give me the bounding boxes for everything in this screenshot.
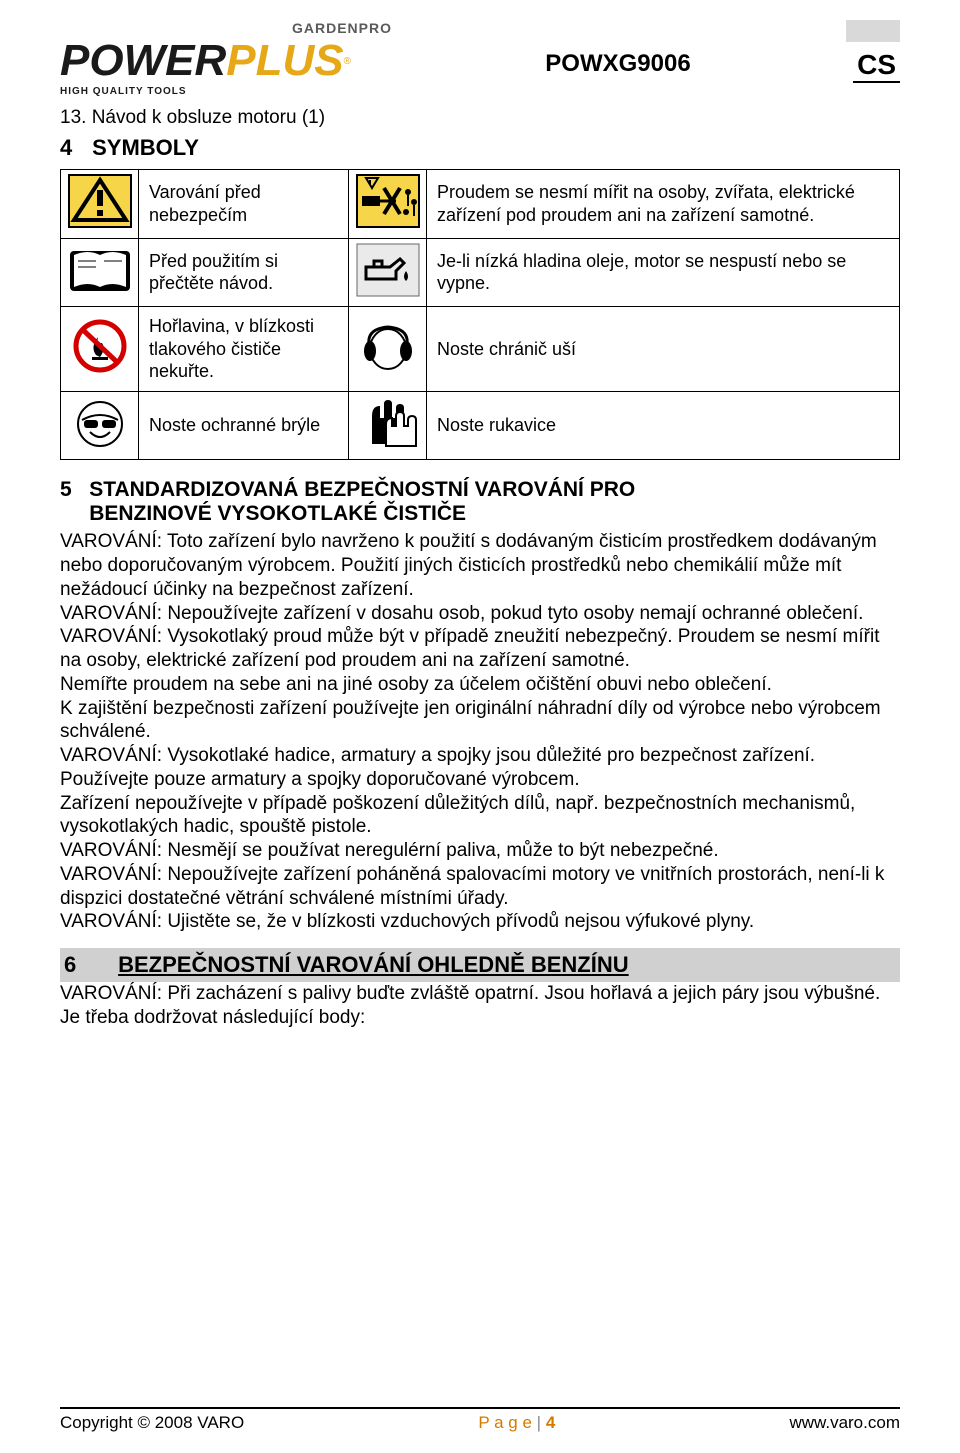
brand-word-plus: PLUS bbox=[226, 36, 343, 86]
section-6-number: 6 bbox=[64, 952, 104, 978]
symbol-text-left: Varování před nebezpečím bbox=[139, 170, 349, 239]
symbol-text-left: Noste ochranné brýle bbox=[139, 391, 349, 460]
brand-word-power: POWER bbox=[60, 36, 226, 86]
footer-page-number: 4 bbox=[546, 1413, 555, 1432]
symbols-row: Hořlavina, v blízkosti tlakového čističe… bbox=[61, 307, 900, 392]
icon-cell bbox=[349, 170, 427, 239]
warning-paragraph: VAROVÁNÍ: Toto zařízení bylo navrženo k … bbox=[60, 530, 900, 601]
warning-triangle-icon bbox=[68, 174, 132, 228]
footer-copyright: Copyright © 2008 VARO bbox=[60, 1413, 244, 1433]
symbols-row: Varování před nebezpečím Proudem se nesm… bbox=[61, 170, 900, 239]
icon-cell bbox=[61, 238, 139, 307]
language-badge-bg bbox=[846, 20, 900, 42]
section-4-number: 4 bbox=[60, 135, 86, 161]
footer-separator: | bbox=[537, 1413, 546, 1432]
page: GARDENPRO POWERPLUS® HIGH QUALITY TOOLS … bbox=[0, 0, 960, 1453]
warning-paragraph: VAROVÁNÍ: Vysokotlaké hadice, armatury a… bbox=[60, 744, 900, 792]
symbol-text-left: Před použitím si přečtěte návod. bbox=[139, 238, 349, 307]
brand-registered-icon: ® bbox=[344, 56, 351, 67]
ear-protection-icon bbox=[356, 319, 420, 373]
section-5-title-line2: BENZINOVÉ VYSOKOTLAKÉ ČISTIČE bbox=[89, 502, 466, 525]
icon-cell bbox=[349, 238, 427, 307]
language-code: CS bbox=[853, 49, 900, 83]
symbol-text-right: Je-li nízká hladina oleje, motor se nesp… bbox=[427, 238, 900, 307]
warning-paragraph: VAROVÁNÍ: Ujistěte se, že v blízkosti vz… bbox=[60, 910, 900, 934]
section-5-body: VAROVÁNÍ: Toto zařízení bylo navrženo k … bbox=[60, 530, 900, 934]
icon-cell bbox=[61, 170, 139, 239]
language-block: CS bbox=[836, 20, 900, 83]
toc-item-13: 13. Návod k obsluze motoru (1) bbox=[60, 107, 900, 129]
page-footer: Copyright © 2008 VARO P a g e | 4 www.va… bbox=[60, 1407, 900, 1433]
oil-can-icon bbox=[356, 243, 420, 297]
section-6-body: VAROVÁNÍ: Při zacházení s palivy buďte z… bbox=[60, 982, 900, 1030]
brand-subline-bottom: HIGH QUALITY TOOLS bbox=[60, 86, 400, 97]
footer-url: www.varo.com bbox=[789, 1413, 900, 1433]
section-5-number: 5 bbox=[60, 478, 72, 501]
brand-logo: GARDENPRO POWERPLUS® HIGH QUALITY TOOLS bbox=[60, 20, 400, 97]
page-header: GARDENPRO POWERPLUS® HIGH QUALITY TOOLS … bbox=[60, 20, 900, 97]
icon-cell bbox=[349, 391, 427, 460]
section-6-heading-bar: 6 BEZPEČNOSTNÍ VAROVÁNÍ OHLEDNĚ BENZÍNU bbox=[60, 948, 900, 982]
read-manual-icon bbox=[68, 243, 132, 297]
safety-goggles-icon bbox=[68, 396, 132, 450]
warning-paragraph: VAROVÁNÍ: Nepoužívejte zařízení poháněná… bbox=[60, 863, 900, 911]
warning-paragraph: VAROVÁNÍ: Při zacházení s palivy buďte z… bbox=[60, 982, 900, 1030]
symbol-text-right: Proudem se nesmí mířit na osoby, zvířata… bbox=[427, 170, 900, 239]
section-5-title-line1: STANDARDIZOVANÁ BEZPEČNOSTNÍ VAROVÁNÍ PR… bbox=[89, 478, 635, 501]
section-4-heading: 4 SYMBOLY bbox=[60, 135, 900, 161]
symbol-text-right: Noste rukavice bbox=[427, 391, 900, 460]
warning-paragraph: K zajištění bezpečnosti zařízení používe… bbox=[60, 697, 900, 745]
brand-subline-top: GARDENPRO bbox=[60, 20, 400, 36]
warning-paragraph: VAROVÁNÍ: Nesmějí se používat neregulérn… bbox=[60, 839, 900, 863]
no-spray-people-icon bbox=[356, 174, 420, 228]
icon-cell bbox=[61, 307, 139, 392]
gloves-icon bbox=[356, 396, 420, 450]
icon-cell bbox=[349, 307, 427, 392]
no-flame-icon bbox=[68, 319, 132, 373]
section-6-title: BEZPEČNOSTNÍ VAROVÁNÍ OHLEDNĚ BENZÍNU bbox=[118, 952, 629, 977]
symbols-row: Noste ochranné brýle Noste rukavice bbox=[61, 391, 900, 460]
warning-paragraph: Nemířte proudem na sebe ani na jiné osob… bbox=[60, 673, 900, 697]
symbols-row: Před použitím si přečtěte návod. Je-li n… bbox=[61, 238, 900, 307]
warning-paragraph: VAROVÁNÍ: Vysokotlaký proud může být v p… bbox=[60, 625, 900, 673]
model-code: POWXG9006 bbox=[545, 50, 690, 78]
symbols-table: Varování před nebezpečím Proudem se nesm… bbox=[60, 169, 900, 460]
section-4-title: SYMBOLY bbox=[92, 135, 199, 160]
symbol-text-left: Hořlavina, v blízkosti tlakového čističe… bbox=[139, 307, 349, 392]
section-5-heading: 5 STANDARDIZOVANÁ BEZPEČNOSTNÍ VAROVÁNÍ … bbox=[60, 478, 900, 526]
footer-page-indicator: P a g e | 4 bbox=[478, 1413, 555, 1433]
symbol-text-right: Noste chránič uší bbox=[427, 307, 900, 392]
footer-page-label: P a g e bbox=[478, 1413, 532, 1432]
warning-paragraph: Zařízení nepoužívejte v případě poškozen… bbox=[60, 792, 900, 840]
icon-cell bbox=[61, 391, 139, 460]
warning-paragraph: VAROVÁNÍ: Nepoužívejte zařízení v dosahu… bbox=[60, 602, 900, 626]
